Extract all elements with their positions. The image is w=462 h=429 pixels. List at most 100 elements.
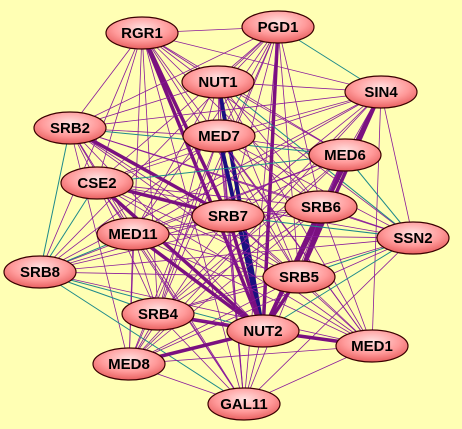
node-label: SRB5 — [279, 269, 319, 286]
edge — [39, 271, 373, 347]
node-label: PGD1 — [258, 19, 299, 36]
node: CSE2 — [60, 166, 134, 200]
edge — [128, 237, 414, 365]
node: MED6 — [308, 138, 382, 172]
edge — [96, 182, 373, 347]
node: SIN4 — [344, 75, 418, 109]
node-shape — [121, 297, 195, 331]
edge — [69, 91, 382, 129]
node: SRB4 — [121, 297, 195, 331]
node-label: SRB8 — [20, 264, 60, 281]
edge — [380, 91, 414, 239]
edge — [157, 154, 346, 315]
node-shape — [60, 166, 134, 200]
edge — [69, 32, 143, 129]
node-label: SRB2 — [50, 120, 90, 137]
edge — [320, 206, 373, 347]
edge — [277, 26, 300, 278]
node-label: SRB6 — [301, 199, 341, 216]
node: MED7 — [182, 119, 256, 153]
edge — [132, 233, 373, 347]
node-label: MED8 — [108, 356, 150, 373]
edge — [69, 26, 279, 129]
node-label: MED6 — [324, 147, 366, 164]
edge — [39, 237, 414, 273]
node-shape — [182, 119, 256, 153]
node-label: MED7 — [198, 128, 240, 145]
edge — [39, 135, 220, 273]
node-label: MED11 — [108, 226, 157, 243]
edge — [128, 215, 229, 365]
node-label: GAL11 — [220, 396, 268, 413]
node-shape — [33, 111, 107, 145]
edge — [128, 206, 322, 365]
edge — [39, 32, 143, 273]
edge — [69, 127, 373, 347]
edge — [141, 32, 414, 239]
node-shape — [181, 65, 255, 99]
edge — [227, 91, 382, 217]
edge — [69, 127, 414, 239]
node-shape — [262, 260, 336, 294]
edge — [140, 32, 230, 217]
edge — [217, 81, 322, 208]
edge — [141, 32, 346, 156]
node: SRB6 — [284, 190, 358, 224]
node-label: SRB4 — [138, 306, 179, 323]
edge — [128, 276, 300, 365]
node: SRB8 — [3, 255, 77, 289]
edge — [96, 182, 300, 278]
nodes: RGR1 PGD1 NUT1 SIN4 SRB2 MED7 MED6 CSE2 SRB6 SRB7… — [3, 10, 450, 421]
edge — [131, 232, 265, 333]
node-label: SSN2 — [393, 230, 432, 247]
node-shape — [284, 190, 358, 224]
node: RGR1 — [105, 16, 179, 50]
edge — [157, 91, 382, 315]
edge — [140, 32, 265, 332]
node-shape — [241, 10, 315, 44]
node: SSN2 — [376, 221, 450, 255]
node-shape — [376, 221, 450, 255]
node-shape — [191, 199, 265, 233]
edge — [39, 127, 71, 273]
node-label: CSE2 — [77, 175, 116, 192]
node-shape — [335, 329, 409, 363]
node: SRB5 — [262, 260, 336, 294]
node-label: MED1 — [351, 338, 393, 355]
node-shape — [96, 217, 170, 251]
node: MED8 — [92, 347, 166, 381]
node-shape — [344, 75, 418, 109]
edge — [39, 271, 245, 405]
edge — [218, 135, 414, 239]
edge — [128, 345, 373, 365]
edge — [132, 233, 414, 239]
edge — [141, 32, 382, 93]
node-label: RGR1 — [121, 25, 163, 42]
node-shape — [207, 387, 281, 421]
edge — [96, 182, 322, 208]
node: NUT1 — [181, 65, 255, 99]
edge — [96, 32, 143, 184]
node-label: NUT2 — [243, 323, 282, 340]
node-shape — [308, 138, 382, 172]
node-label: SRB7 — [208, 208, 248, 225]
node: PGD1 — [241, 10, 315, 44]
edge — [218, 135, 300, 278]
edge — [96, 154, 346, 184]
edge — [39, 271, 300, 278]
edge — [39, 26, 279, 273]
node-shape — [105, 16, 179, 50]
edge — [157, 135, 220, 315]
node-shape — [3, 255, 77, 289]
edge — [69, 127, 130, 365]
edge — [243, 237, 414, 405]
node: NUT2 — [226, 314, 300, 348]
node: SRB7 — [191, 199, 265, 233]
node: MED11 — [96, 217, 170, 251]
edge — [39, 206, 322, 273]
node-shape — [226, 314, 300, 348]
edge — [39, 91, 382, 273]
edge — [96, 26, 279, 184]
